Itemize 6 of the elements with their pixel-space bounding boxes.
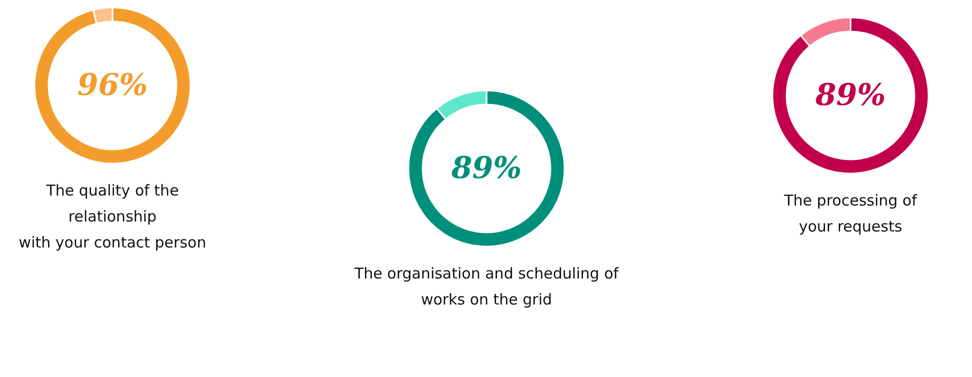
- text: 96%: [77, 68, 148, 103]
- text: 89%: [450, 151, 522, 186]
- text: 89%: [814, 78, 886, 113]
- text: The processing of your requests: [783, 192, 918, 236]
- text: The organisation and scheduling of works on the grid: [353, 264, 620, 309]
- text: The quality of the relationship with your contact person: [18, 182, 206, 252]
